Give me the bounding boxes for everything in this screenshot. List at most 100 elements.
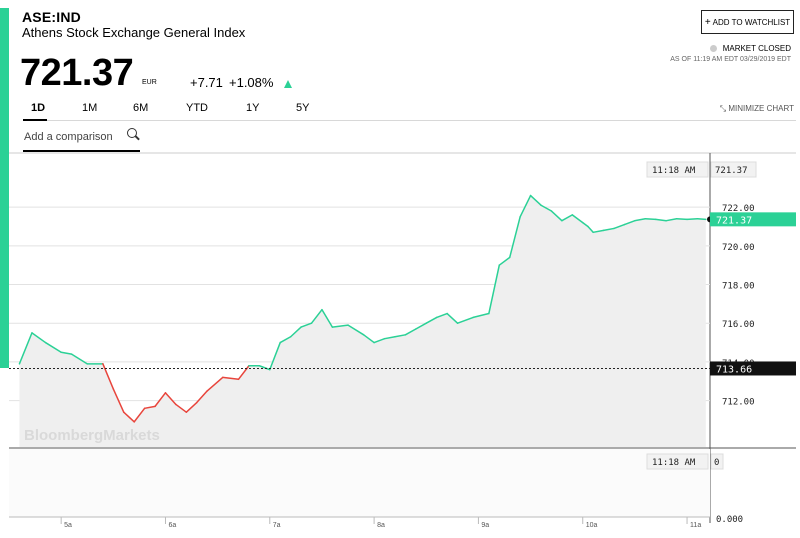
tab-5y[interactable]: 5Y [296, 102, 310, 114]
price-line-segment [143, 405, 156, 410]
add-to-watchlist-button[interactable]: + ADD TO WATCHLIST [701, 10, 794, 34]
price-line-segment [529, 194, 542, 206]
price-line-segment [321, 308, 334, 328]
price-line-segment [508, 216, 521, 259]
price-line-segment [686, 218, 699, 221]
accent-bar [0, 8, 9, 368]
price-line-segment [289, 326, 302, 338]
market-status: MARKET CLOSED [709, 44, 791, 53]
price-line-segment [435, 312, 448, 319]
crosshair-value: 721.37 [715, 166, 748, 176]
x-tick-label: 6a [168, 522, 176, 529]
volume-value-box [710, 453, 724, 470]
price-line-segment [310, 308, 323, 324]
active-tab-indicator [23, 119, 47, 121]
last-value-label: 721.37 [716, 215, 752, 226]
price-line-segment [70, 353, 88, 365]
price-line-segment [269, 341, 281, 371]
price-line-segment [44, 341, 62, 353]
tab-1y[interactable]: 1Y [246, 102, 260, 114]
price-line-segment [300, 322, 313, 328]
security-name: Athens Stock Exchange General Index [22, 25, 246, 40]
tab-ytd[interactable]: YTD [186, 102, 208, 114]
price-line-segment [102, 363, 115, 390]
price-line-segment [696, 218, 707, 221]
price-line-segment [18, 332, 33, 365]
last-value-badge [710, 212, 796, 227]
add-to-watchlist-label: ADD TO WATCHLIST [712, 17, 791, 27]
price-line-segment [519, 194, 532, 218]
x-tick-label: 11a [690, 522, 701, 529]
search-icon[interactable] [127, 128, 137, 138]
last-price: 721.37 [20, 52, 134, 94]
crosshair-value-box [710, 161, 757, 178]
price-line-segment [60, 351, 73, 355]
y-tick-label: 720.00 [722, 243, 755, 253]
price-line-segment [237, 365, 250, 381]
price-line-segment [258, 365, 271, 371]
price-line-segment [279, 336, 292, 344]
price-line-segment [571, 214, 584, 224]
comparison-input-underline [23, 150, 140, 152]
price-line-segment [456, 316, 474, 324]
minimize-chart-label: MINIMIZE CHART [728, 104, 794, 113]
price-line-segment [331, 324, 349, 328]
price-line-segment [592, 229, 605, 234]
price-line-segment [206, 376, 224, 392]
as-of-timestamp: AS OF 11:19 AM EDT 03/29/2019 EDT [670, 56, 791, 63]
ticker-symbol: ASE:IND [22, 9, 81, 25]
price-line-segment [394, 334, 407, 338]
volume-value: 0 [714, 458, 719, 468]
price-line-segment [196, 390, 208, 404]
y-tick-label: 722.00 [722, 204, 755, 214]
plus-icon: + [704, 16, 711, 28]
market-status-label: MARKET CLOSED [722, 44, 791, 53]
price-line-segment [164, 392, 177, 406]
crosshair-time-box [646, 161, 709, 178]
x-tick-label: 7a [273, 522, 281, 529]
price-line-segment [540, 204, 553, 212]
volume-pane [9, 449, 710, 517]
price-line-segment [425, 316, 438, 324]
price-line-segment [175, 403, 188, 413]
price-line-segment [362, 334, 375, 344]
volume-time: 11:18 AM [652, 458, 696, 468]
tabs-divider [23, 120, 796, 121]
price-area [19, 195, 706, 447]
price-line-segment [154, 392, 167, 408]
previous-close-badge [710, 361, 796, 376]
price-change: +7.71 [190, 75, 223, 90]
comparison-input[interactable]: Add a comparison [24, 131, 113, 143]
tab-1d[interactable]: 1D [31, 102, 46, 114]
previous-close-label: 713.66 [716, 364, 752, 375]
price-line-segment [31, 332, 47, 344]
currency-label: EUR [142, 79, 157, 86]
price-line-segment [133, 407, 146, 423]
price-line-segment [415, 322, 428, 330]
x-tick-label: 10a [586, 522, 598, 529]
price-line-segment [587, 225, 594, 234]
price-line-segment [644, 218, 657, 221]
price-line-segment [383, 336, 396, 340]
price-line-segment [347, 324, 365, 336]
tab-1m[interactable]: 1M [82, 102, 98, 114]
price-line-segment [446, 312, 459, 324]
minimize-chart-button[interactable]: ⤡ MINIMIZE CHART [720, 104, 794, 114]
x-tick-label: 5a [64, 522, 72, 529]
price-line-segment [655, 218, 667, 222]
price-line-segment [498, 256, 511, 266]
price-line-segment [472, 312, 490, 319]
tab-6m[interactable]: 6M [133, 102, 149, 114]
price-line-segment [665, 218, 678, 222]
volume-time-box [646, 453, 709, 470]
price-line-segment [561, 214, 574, 222]
price-line-segment [581, 221, 589, 228]
price-line-segment [675, 218, 688, 221]
price-line-segment [112, 388, 125, 413]
volume-axis-label: 0.000 [716, 515, 743, 525]
price-line-segment [634, 218, 647, 222]
y-tick-label: 718.00 [722, 282, 755, 292]
price-line-segment [550, 210, 563, 222]
x-tick-label: 9a [481, 522, 489, 529]
